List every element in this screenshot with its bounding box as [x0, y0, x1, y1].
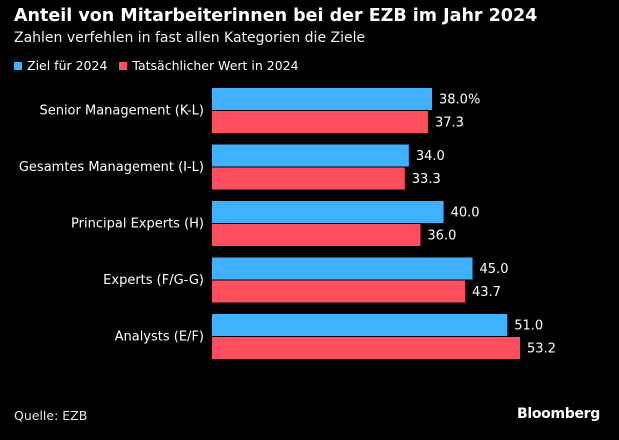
legend-item-actual: Tatsächlicher Wert in 2024	[119, 58, 299, 73]
bar-target	[212, 257, 473, 280]
bar-actual	[212, 111, 428, 133]
chart-title: Anteil von Mitarbeiterinnen bei der EZB …	[14, 6, 538, 26]
legend-item-target: Ziel für 2024	[14, 58, 107, 73]
category-label: Senior Management (K-L)	[39, 104, 204, 119]
value-label: 53.2	[527, 342, 556, 357]
value-label: 43.7	[472, 285, 501, 300]
category-label: Experts (F/G-G)	[103, 273, 204, 288]
source-note: Quelle: EZB	[14, 408, 88, 423]
bar-actual	[212, 280, 465, 303]
value-label: 37.3	[435, 116, 464, 131]
bar-actual	[212, 337, 520, 359]
bar-actual	[212, 224, 421, 246]
bar-target	[212, 314, 508, 336]
bar-target	[212, 144, 409, 167]
category-label: Analysts (E/F)	[115, 330, 204, 345]
legend-label-target: Ziel für 2024	[27, 58, 108, 73]
value-label: 45.0	[480, 262, 509, 277]
bar-actual	[212, 167, 405, 190]
value-label: 38.0%	[439, 93, 480, 108]
bar-chart: Senior Management (K-L) 38.0% 37.3 Gesamtes…	[19, 88, 556, 359]
bloomberg-logo: Bloomberg	[516, 406, 600, 422]
legend-swatch-target	[14, 61, 22, 70]
bar-target	[212, 201, 444, 223]
value-label: 34.0	[416, 149, 445, 164]
category-label: Principal Experts (H)	[71, 217, 204, 232]
category-label: Gesamtes Management (I-L)	[19, 160, 204, 175]
value-label: 33.3	[412, 172, 441, 187]
value-label: 40.0	[451, 206, 480, 221]
value-label: 51.0	[514, 319, 543, 334]
bar-target	[212, 88, 432, 110]
legend-swatch-actual	[119, 61, 128, 70]
value-label: 36.0	[427, 229, 456, 244]
legend: Ziel für 2024 Tatsächlicher Wert in 2024	[14, 58, 311, 73]
chart-subtitle: Zahlen verfehlen in fast allen Kategorie…	[14, 30, 366, 46]
legend-label-actual: Tatsächlicher Wert in 2024	[132, 58, 299, 73]
